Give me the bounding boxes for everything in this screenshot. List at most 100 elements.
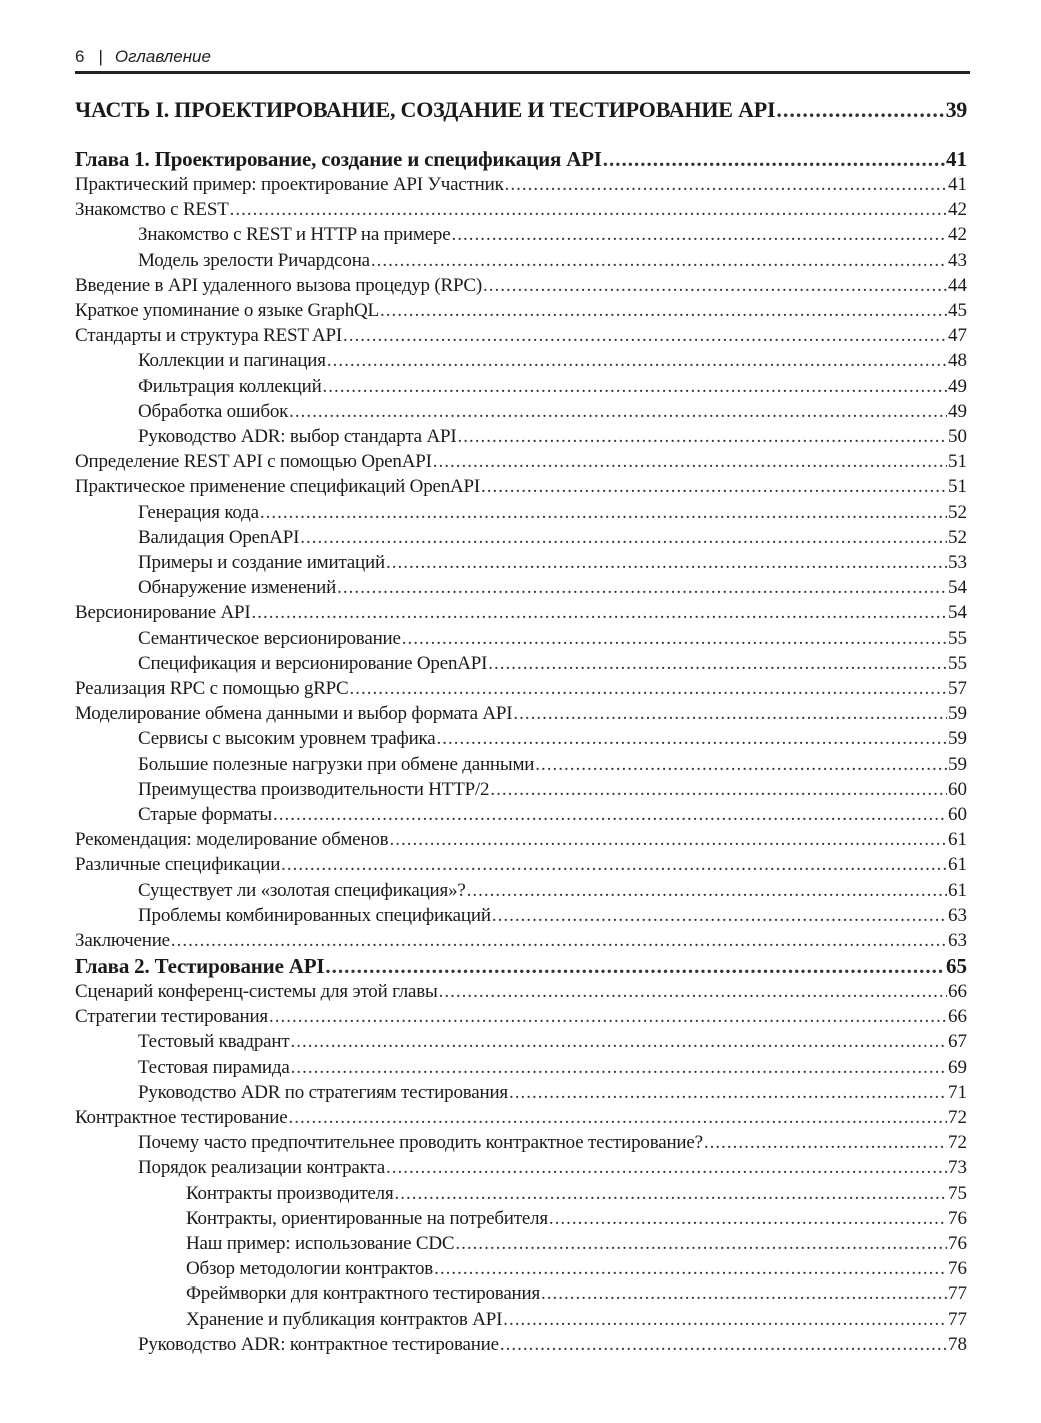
toc-entry: Руководство ADR по стратегиям тестирован…	[75, 1080, 967, 1105]
toc-entry-page: 55	[948, 627, 967, 649]
toc-entry-title: Контракты, ориентированные на потребител…	[186, 1207, 548, 1229]
toc-entry-page: 72	[948, 1107, 967, 1128]
dot-leader: ........................................…	[602, 147, 945, 171]
dot-leader: ........................................…	[455, 1233, 947, 1254]
toc-entry-title: Моделирование обмена данными и выбор фор…	[75, 703, 513, 725]
toc-entry-page: 59	[948, 703, 967, 725]
toc-entry-page: 76	[948, 1233, 967, 1254]
dot-leader: ........................................…	[491, 904, 947, 926]
toc-entry-title: Почему часто предпочтительнее проводить …	[138, 1132, 703, 1154]
toc-entry: Практический пример: проектирование API …	[75, 172, 967, 197]
dot-leader: ........................................…	[389, 829, 947, 851]
toc-entry-title: Спецификация и версионирование OpenAPI	[138, 652, 488, 674]
toc-entry-title: Заключение	[75, 930, 170, 951]
toc-entry-title: Коллекции и пагинация	[138, 350, 326, 372]
toc-entry-title: Хранение и публикация контрактов API	[186, 1308, 503, 1330]
toc-part-heading: ЧАСТЬ I. ПРОЕКТИРОВАНИЕ, СОЗДАНИЕ И ТЕСТ…	[75, 95, 967, 125]
toc-entry-title: Генерация кода	[138, 501, 259, 523]
toc-entry-page: 41	[948, 174, 967, 195]
toc-entry-title: Сценарий конференц-системы для этой глав…	[75, 981, 438, 1002]
toc-entry: Модель зрелости Ричардсона..............…	[75, 248, 967, 273]
toc-entry: Тестовая пирамида.......................…	[75, 1055, 967, 1080]
toc-entry-page: 66	[948, 981, 967, 1002]
toc-entry-title: Проблемы комбинированных спецификаций	[138, 904, 491, 926]
toc-entry-title: Знакомство с REST и HTTP на примере	[138, 224, 451, 246]
toc-entry-page: 42	[948, 199, 967, 221]
toc-entry: Сценарий конференц-системы для этой глав…	[75, 979, 967, 1004]
page-number: 6	[75, 47, 85, 66]
toc-entry: Обзор методологии контрактов............…	[75, 1256, 967, 1281]
toc-entry-page: 66	[948, 1006, 967, 1028]
dot-leader: ........................................…	[776, 97, 944, 122]
dot-leader: ........................................…	[229, 199, 947, 221]
toc-entry-title: Реализация RPC с помощью gRPC	[75, 678, 349, 699]
toc-entry: Фреймворки для контрактного тестирования…	[75, 1281, 967, 1306]
toc-entry: Семантическое версионирование...........…	[75, 626, 967, 651]
toc-entry-page: 42	[948, 224, 967, 246]
toc-entry-title: Руководство ADR по стратегиям тестирован…	[138, 1081, 508, 1103]
dot-leader: ........................................…	[325, 954, 945, 978]
dot-leader: ........................................…	[703, 1132, 947, 1154]
toc-entry: Старые форматы..........................…	[75, 802, 967, 827]
dot-leader: ........................................…	[499, 1333, 947, 1355]
toc-entry: Примеры и создание имитаций.............…	[75, 550, 967, 575]
toc-entry-page: 45	[948, 300, 967, 321]
toc-entry-page: 78	[948, 1333, 967, 1355]
toc-entry-title: Контрактное тестирование	[75, 1107, 288, 1128]
toc-entry-page: 54	[948, 602, 967, 624]
dot-leader: ........................................…	[290, 1056, 947, 1078]
toc-entry-title: Определение REST API с помощью OpenAPI	[75, 451, 432, 473]
dot-leader: ........................................…	[272, 804, 947, 825]
toc-entry-title: Стандарты и структура REST API	[75, 325, 343, 347]
dot-leader: ........................................…	[436, 728, 947, 750]
toc-entry: Преимущества производительности HTTP/2..…	[75, 777, 967, 802]
toc-entry-page: 43	[948, 249, 967, 271]
toc-entry-page: 41	[946, 147, 967, 171]
toc-entry-title: Рекомендация: моделирование обменов	[75, 829, 389, 851]
dot-leader: ........................................…	[170, 930, 947, 951]
toc-entry: Различные спецификации..................…	[75, 852, 967, 877]
dot-leader: ........................................…	[432, 451, 947, 473]
toc-entry: Фильтрация коллекций....................…	[75, 374, 967, 399]
toc-entry-page: 67	[948, 1031, 967, 1053]
toc-entry: Знакомство с REST.......................…	[75, 197, 967, 222]
toc-entry: Наш пример: использование CDC...........…	[75, 1231, 967, 1256]
toc-entry: Генерация кода..........................…	[75, 500, 967, 525]
toc-entry-page: 60	[948, 804, 967, 825]
toc-entry-page: 72	[948, 1132, 967, 1154]
toc-entry-title: Модель зрелости Ричардсона	[138, 249, 370, 271]
toc-entry: Сервисы с высоким уровнем трафика.......…	[75, 726, 967, 751]
toc-entry-title: Сервисы с высоким уровнем трафика	[138, 728, 436, 750]
toc-chapter-heading: Глава 2. Тестирование API...............…	[75, 952, 967, 980]
toc-entry: Проблемы комбинированных спецификаций...…	[75, 903, 967, 928]
dot-leader: ........................................…	[281, 854, 947, 876]
toc-entry-title: Большие полезные нагрузки при обмене дан…	[138, 753, 535, 775]
toc-entry-page: 55	[948, 652, 967, 674]
toc-entry-title: Наш пример: использование CDC	[186, 1233, 455, 1254]
toc-entry-page: 65	[946, 954, 967, 978]
toc-entry: Контракты производителя.................…	[75, 1181, 967, 1206]
toc-entry-page: 59	[948, 753, 967, 775]
toc-entry-page: 63	[948, 904, 967, 926]
toc-entry-title: Различные спецификации	[75, 854, 281, 876]
dot-leader: ........................................…	[322, 375, 947, 397]
toc-entry-page: 75	[948, 1182, 967, 1204]
dot-leader: ........................................…	[394, 1182, 948, 1204]
dot-leader: ........................................…	[379, 300, 947, 321]
toc-entry-page: 51	[948, 476, 967, 498]
toc-entry-title: Порядок реализации контракта	[138, 1157, 385, 1179]
toc-entry-title: Практическое применение спецификаций Ope…	[75, 476, 481, 498]
toc-entry-page: 50	[948, 426, 967, 447]
dot-leader: ........................................…	[438, 981, 947, 1002]
toc-entry: Большие полезные нагрузки при обмене дан…	[75, 752, 967, 777]
toc-entry-page: 77	[948, 1283, 967, 1305]
toc-entry: Обработка ошибок........................…	[75, 399, 967, 424]
toc-entry-title: Руководство ADR: контрактное тестировани…	[138, 1333, 499, 1355]
toc-entry-page: 57	[948, 678, 967, 699]
toc-entry-page: 39	[945, 97, 968, 122]
toc-entry: Моделирование обмена данными и выбор фор…	[75, 701, 967, 726]
toc-entry-title: Преимущества производительности HTTP/2	[138, 778, 490, 800]
toc-entry: Обнаружение изменений...................…	[75, 575, 967, 600]
dot-leader: ........................................…	[289, 400, 947, 422]
toc-entry-title: Обзор методологии контрактов	[186, 1258, 434, 1280]
